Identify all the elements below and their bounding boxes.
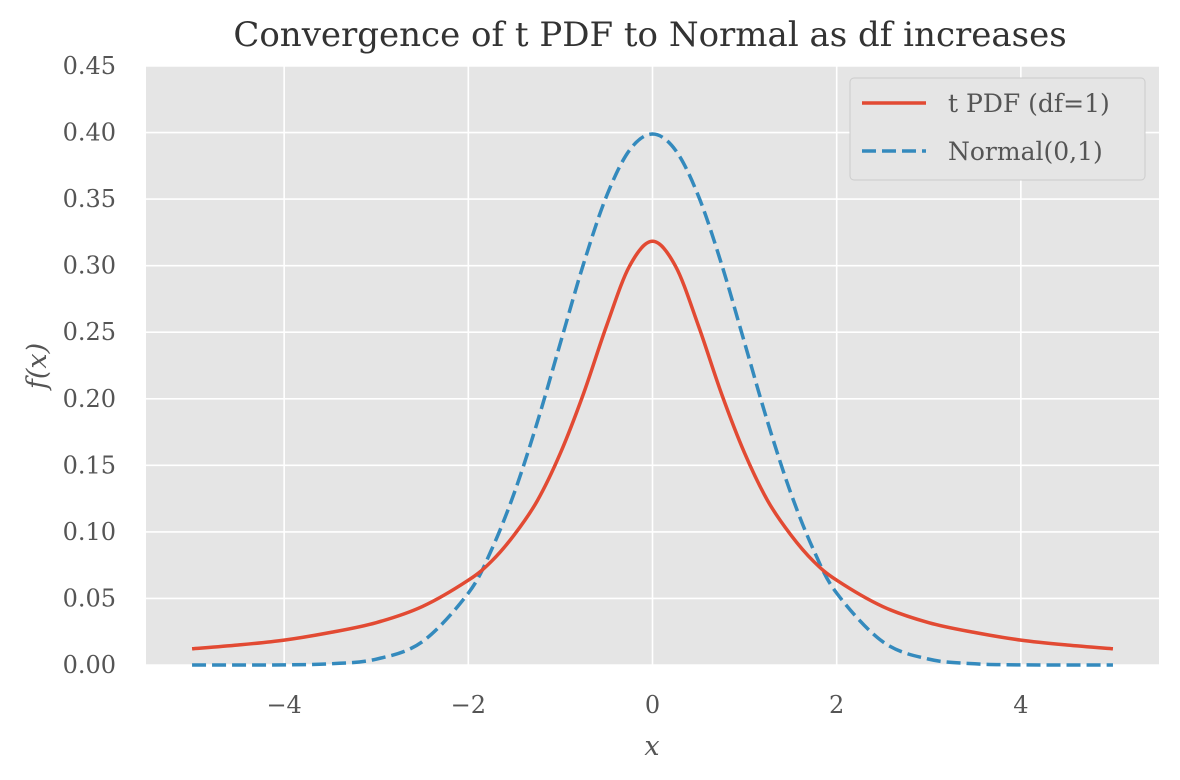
x-tick-label: −4 (266, 691, 301, 719)
tick-labels: 0.00 0.05 0.10 0.15 0.20 0.25 0.30 0.35 0.40 0.45… (63, 52, 1029, 719)
series-lines (191, 132, 1114, 667)
legend: t PDF (df=1) Normal(0,1) (849, 77, 1146, 181)
series-line-t-pdf (191, 239, 1114, 651)
y-axis-label: f(x) (22, 343, 53, 391)
x-axis-label: x (644, 731, 659, 762)
y-tick-label: 0.40 (63, 119, 116, 147)
y-tick-label: 0.05 (63, 584, 116, 612)
x-tick-label: 2 (829, 691, 844, 719)
y-tick-label: 0.10 (63, 518, 116, 546)
series-line-normal (192, 132, 1113, 667)
grid (146, 65, 1159, 666)
legend-label-normal: Normal(0,1) (948, 137, 1103, 166)
y-tick-label: 0.25 (63, 318, 116, 346)
legend-label-t-pdf: t PDF (df=1) (948, 89, 1110, 118)
y-tick-label: 0.20 (63, 385, 116, 413)
y-tick-label: 0.45 (63, 52, 116, 80)
x-tick-label: 4 (1013, 691, 1028, 719)
chart-title: Convergence of t PDF to Normal as df inc… (233, 15, 1066, 55)
y-tick-label: 0.00 (63, 651, 116, 679)
x-tick-label: −2 (451, 691, 486, 719)
x-tick-label: 0 (645, 691, 660, 719)
y-tick-label: 0.35 (63, 185, 116, 213)
y-tick-label: 0.30 (63, 252, 116, 280)
y-tick-label: 0.15 (63, 451, 116, 479)
